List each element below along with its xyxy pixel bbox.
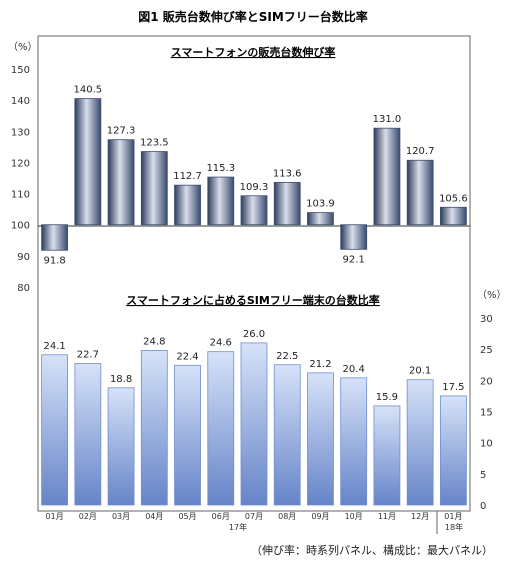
top-bar (207, 176, 235, 226)
bottom-bar-value-label: 20.4 (343, 364, 365, 375)
bottom-bar (140, 350, 168, 506)
top-y-tick-label: 90 (17, 252, 30, 263)
top-chart-title: スマートフォンの販売台数伸び率 (171, 45, 336, 59)
top-bar (406, 159, 434, 226)
bottom-y-tick-label: 20 (480, 376, 493, 387)
bottom-chart-title: スマートフォンに占めるSIMフリー端末の台数比率 (126, 293, 380, 307)
top-bar (307, 212, 334, 226)
year-label-17: 17年 (229, 522, 247, 532)
bottom-y-tick-label: 0 (480, 501, 486, 512)
top-y-unit: （%） (8, 41, 38, 53)
bottom-bar (107, 387, 135, 506)
x-tick-label: 11月 (378, 512, 396, 521)
bottom-bar (207, 351, 235, 506)
top-bar-value-label: 120.7 (406, 146, 435, 157)
top-bar-value-label: 131.0 (373, 114, 402, 125)
x-tick-label: 08月 (278, 512, 296, 521)
bottom-bar-value-label: 15.9 (376, 392, 398, 403)
top-bar (273, 181, 301, 226)
bottom-y-axis: 0 5 10 15 20 25 30 (480, 314, 493, 512)
x-axis: 01月 02月 03月 04月 05月 06月 07月 08月 09月 10月 11月 12月 01月 (46, 512, 463, 521)
bottom-bar (307, 372, 334, 506)
top-bar (240, 195, 268, 226)
top-bar-value-label: 127.3 (107, 126, 136, 137)
bottom-bar-value-label: 21.2 (309, 359, 331, 370)
x-tick-label: 04月 (145, 512, 163, 521)
bottom-y-tick-label: 10 (480, 439, 493, 450)
x-tick-label: 05月 (178, 512, 196, 521)
top-bar-value-label: 105.6 (439, 193, 468, 204)
top-y-tick-label: 130 (11, 127, 30, 138)
bottom-bar (406, 379, 434, 506)
bottom-bar-value-label: 20.1 (409, 366, 431, 377)
top-y-tick-label: 100 (11, 221, 30, 232)
x-tick-label: 09月 (311, 512, 329, 521)
top-bar-value-label: 140.5 (74, 85, 103, 96)
top-bar-value-label: 115.3 (206, 163, 235, 174)
bottom-bar-value-label: 22.7 (77, 350, 99, 361)
top-bar-value-label: 91.8 (43, 255, 65, 266)
top-bar (107, 139, 135, 226)
x-tick-label: 07月 (245, 512, 263, 521)
x-tick-label: 03月 (112, 512, 130, 521)
bottom-bar (373, 405, 401, 506)
top-bar (41, 224, 69, 251)
bottom-bar (41, 354, 69, 506)
bottom-bars: 24.1 22.7 18.8 24.8 22.4 24.6 26.0 22.5 21.2 20.4… (41, 329, 467, 506)
bottom-bar-value-label: 24.1 (43, 341, 65, 352)
x-tick-label: 06月 (212, 512, 230, 521)
source-note: （伸び率：時系列パネル、構成比：最大パネル） (251, 543, 493, 557)
bottom-y-unit: （%） (477, 289, 507, 301)
panel-frame (37, 35, 471, 512)
bottom-bar (340, 377, 368, 506)
bottom-bar (273, 364, 301, 506)
bottom-y-tick-label: 5 (480, 470, 486, 481)
figure-title: 図1 販売台数伸び率とSIMフリー台数比率 (138, 9, 368, 24)
bottom-y-tick-label: 30 (480, 314, 493, 325)
top-y-tick-label: 120 (11, 158, 30, 169)
bottom-bar-value-label: 26.0 (243, 329, 265, 340)
bottom-bar-value-label: 24.8 (143, 336, 165, 347)
x-tick-label: 01月 (46, 512, 64, 521)
top-y-axis: 80 90 100 110 120 130 140 150 (11, 65, 30, 294)
top-bar-value-label: 92.1 (343, 254, 365, 265)
top-bar-value-label: 109.3 (240, 182, 269, 193)
bottom-bar (174, 364, 201, 506)
bottom-chart: スマートフォンに占めるSIMフリー端末の台数比率 （%） 0 5 10 15 20 25 3… (41, 289, 507, 512)
top-bar-value-label: 103.9 (306, 199, 335, 210)
top-y-tick-label: 80 (17, 283, 30, 294)
year-label-18: 18年 (445, 522, 463, 532)
top-y-tick-label: 110 (11, 190, 30, 201)
top-bar-value-label: 113.6 (273, 168, 302, 179)
top-bar (373, 127, 401, 226)
bottom-y-tick-label: 25 (480, 345, 493, 356)
bottom-bar-value-label: 24.6 (210, 338, 232, 349)
x-tick-label: 01月 (444, 512, 462, 521)
bottom-bar-value-label: 22.4 (176, 351, 198, 362)
bottom-y-tick-label: 15 (480, 408, 493, 419)
bottom-bar-value-label: 17.5 (442, 382, 464, 393)
top-y-tick-label: 140 (11, 96, 30, 107)
top-bar (340, 224, 368, 250)
top-bar (74, 98, 102, 226)
top-bar (439, 206, 467, 226)
top-bars: 91.8 140.5 127.3 123.5 112.7 115.3 109.3 113.6 1… (41, 85, 468, 266)
x-tick-label: 02月 (79, 512, 97, 521)
top-bar (140, 151, 168, 226)
x-tick-label: 12月 (411, 512, 429, 521)
bottom-bar (240, 342, 268, 506)
bottom-bar (439, 395, 467, 506)
top-y-tick-label: 150 (11, 65, 30, 76)
bottom-bar-value-label: 18.8 (110, 374, 132, 385)
x-tick-label: 10月 (345, 512, 363, 521)
top-bar-value-label: 123.5 (140, 138, 169, 149)
top-bar (174, 184, 201, 226)
top-chart: スマートフォンの販売台数伸び率 （%） 80 90 100 110 120 130 140 1… (8, 41, 470, 294)
bottom-bar (74, 363, 102, 506)
top-bar-value-label: 112.7 (173, 171, 202, 182)
bottom-bar-value-label: 22.5 (276, 351, 298, 362)
